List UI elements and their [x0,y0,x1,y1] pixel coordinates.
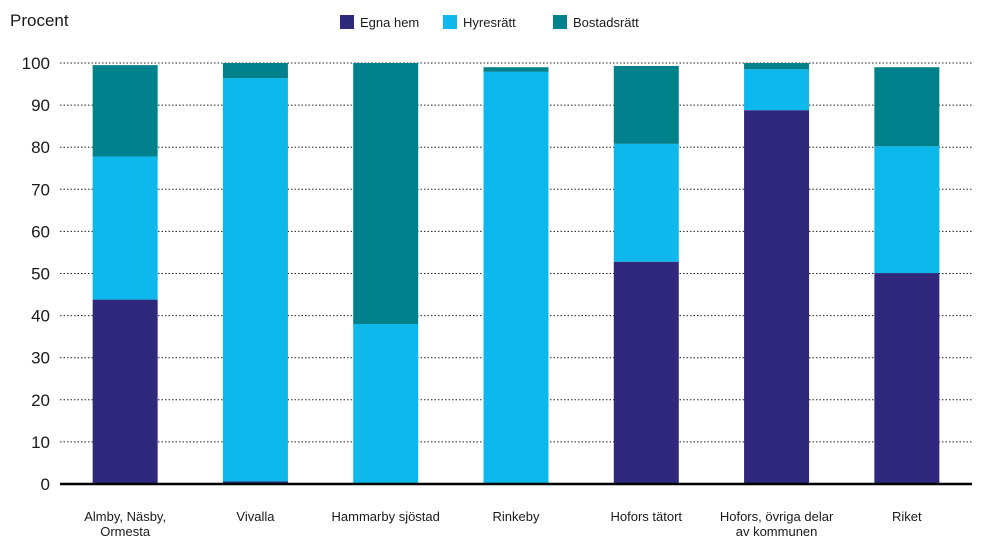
y-axis-ticks: 0 10 20 30 40 50 60 70 80 90 100 [22,54,50,494]
bar-segment [613,65,679,144]
bar-segment [222,63,288,79]
bar-segment [353,324,419,484]
bar-segment [92,299,158,484]
y-tick-label: 60 [31,222,50,241]
bar-segment [874,67,940,147]
y-tick-label: 50 [31,265,50,284]
x-tick-label: Almby, Näsby, [84,509,166,524]
bar-segment [92,156,158,300]
y-tick-label: 30 [31,349,50,368]
y-tick-label: 10 [31,433,50,452]
legend-swatch [553,15,567,29]
x-tick-label: Hofors tätort [611,509,683,524]
bar-segment [613,143,679,262]
legend-label: Bostadsrätt [573,15,639,30]
y-tick-label: 40 [31,307,50,326]
legend-label: Hyresrätt [463,15,516,30]
bar-segment [744,69,810,111]
x-tick-label: av kommunen [736,524,818,539]
x-tick-label: Ormesta [100,524,151,539]
y-axis-title: Procent [10,11,69,30]
y-tick-label: 100 [22,54,50,73]
bar-segment [222,481,288,484]
bars [92,63,940,484]
y-tick-label: 20 [31,391,50,410]
y-tick-label: 0 [41,475,50,494]
y-tick-label: 80 [31,138,50,157]
bar-segment [222,78,288,482]
bar-segment [483,67,549,72]
x-tick-label: Hammarby sjöstad [332,509,440,524]
bar-segment [874,273,940,484]
bar-segment [744,63,810,70]
legend: Egna hem Hyresrätt Bostadsrätt [340,15,639,30]
x-axis-ticks: Almby, Näsby,Ormesta Vivalla Hammarby sjös… [84,509,922,539]
x-tick-label: Riket [892,509,922,524]
x-tick-label: Hofors, övriga delar [720,509,834,524]
legend-swatch [340,15,354,29]
x-tick-label: Vivalla [236,509,275,524]
bar-segment [92,65,158,157]
legend-swatch [443,15,457,29]
bar-segment [613,261,679,484]
bar-segment [483,71,549,484]
y-tick-label: 90 [31,96,50,115]
y-tick-label: 70 [31,180,50,199]
bar-segment [744,110,810,484]
x-tick-label: Rinkeby [493,509,540,524]
legend-label: Egna hem [360,15,419,30]
bar-segment [874,146,940,274]
bar-segment [353,63,419,325]
